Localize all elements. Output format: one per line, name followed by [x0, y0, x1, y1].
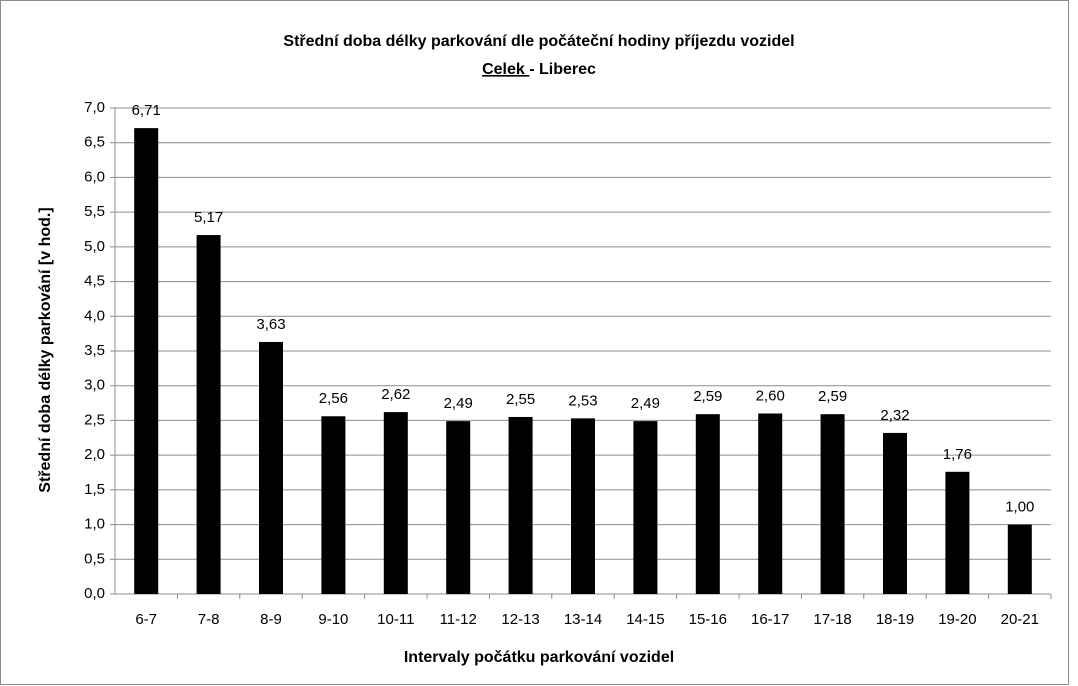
- bar: [383, 412, 408, 594]
- chart-subtitle: Celek - Liberec: [482, 61, 596, 78]
- x-tick-label: 6-7: [135, 611, 157, 628]
- x-tick-label: 14-15: [626, 611, 664, 628]
- value-label: 2,56: [319, 390, 348, 407]
- bar: [758, 413, 783, 594]
- bar: [134, 128, 159, 595]
- bar: [820, 414, 845, 594]
- value-label: 3,63: [256, 316, 285, 333]
- bar: [321, 416, 346, 594]
- y-tick-label: 3,5: [84, 342, 105, 359]
- x-tick-label: 10-11: [377, 611, 414, 628]
- subtitle-part: - Liberec: [529, 61, 596, 78]
- value-label: 2,59: [693, 388, 722, 405]
- y-tick-label: 0,5: [84, 550, 105, 567]
- value-label: 2,32: [880, 407, 909, 424]
- y-tick-label: 4,0: [84, 307, 105, 324]
- x-tick-label: 12-13: [501, 611, 539, 628]
- bar: [508, 416, 533, 594]
- y-tick-label: 6,5: [84, 134, 105, 151]
- y-tick-label: 2,0: [84, 446, 105, 463]
- value-label: 2,55: [506, 391, 535, 408]
- x-axis-title: Intervaly počátku parkování vozidel: [404, 649, 674, 666]
- y-axis-title: Střední doba délky parkování [v hod.]: [37, 207, 54, 492]
- value-label: 2,49: [631, 395, 660, 412]
- y-tick-label: 1,5: [84, 481, 105, 498]
- value-label: 1,00: [1005, 499, 1034, 516]
- value-label: 2,49: [444, 395, 473, 412]
- bar: [446, 421, 471, 594]
- x-tick-label: 19-20: [938, 611, 976, 628]
- value-label: 5,17: [194, 209, 223, 226]
- bar: [945, 471, 970, 594]
- y-tick-label: 3,0: [84, 377, 105, 394]
- y-tick-label: 5,5: [84, 203, 105, 220]
- x-tick-label: 13-14: [564, 611, 602, 628]
- subtitle-part: Celek: [482, 61, 529, 78]
- y-tick-label: 6,0: [84, 168, 105, 185]
- y-tick-label: 4,5: [84, 273, 105, 290]
- x-tick-label: 7-8: [198, 611, 220, 628]
- x-tick-label: 18-19: [876, 611, 914, 628]
- y-tick-label: 5,0: [84, 238, 105, 255]
- bar: [633, 421, 658, 594]
- bar: [196, 235, 221, 594]
- bar: [883, 432, 907, 594]
- y-tick-label: 1,0: [84, 516, 105, 533]
- value-label: 2,59: [818, 388, 847, 405]
- x-tick-label: 15-16: [689, 611, 727, 628]
- value-label: 6,71: [132, 102, 161, 119]
- value-label: 2,60: [756, 387, 785, 404]
- x-tick-label: 8-9: [260, 611, 282, 628]
- value-label: 2,53: [568, 392, 597, 409]
- bar: [1007, 524, 1032, 594]
- y-tick-label: 7,0: [84, 99, 105, 116]
- value-label: 1,76: [943, 446, 972, 463]
- chart-title: Střední doba délky parkování dle počáteč…: [283, 33, 794, 50]
- value-label: 2,62: [381, 386, 410, 403]
- x-tick-label: 20-21: [1001, 611, 1039, 628]
- bar: [571, 418, 595, 594]
- x-tick-label: 16-17: [751, 611, 789, 628]
- x-tick-label: 9-10: [318, 611, 348, 628]
- y-tick-label: 0,0: [84, 585, 105, 602]
- bar: [695, 414, 720, 594]
- bar: [259, 341, 283, 594]
- x-tick-label: 17-18: [813, 611, 851, 628]
- y-tick-label: 2,5: [84, 411, 105, 428]
- x-tick-label: 11-12: [440, 611, 477, 628]
